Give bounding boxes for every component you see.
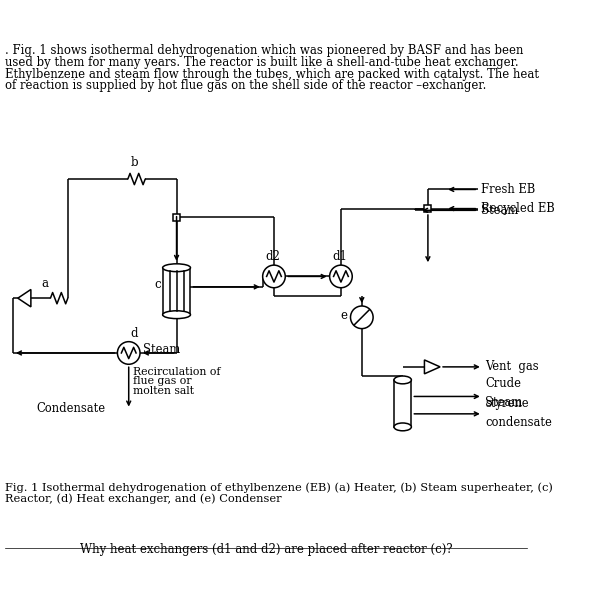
Text: Fig. 1 Isothermal dehydrogenation of ethylbenzene (EB) (a) Heater, (b) Steam sup: Fig. 1 Isothermal dehydrogenation of eth… — [6, 482, 553, 493]
Text: Fresh EB: Fresh EB — [481, 183, 536, 196]
Ellipse shape — [163, 264, 190, 272]
Bar — [163, 267, 190, 315]
Text: Recycled EB: Recycled EB — [481, 202, 554, 215]
Text: . Fig. 1 shows isothermal dehydrogenation which was pioneered by BASF and has be: . Fig. 1 shows isothermal dehydrogenatio… — [6, 44, 524, 57]
Text: Reactor, (d) Heat exchanger, and (e) Condenser: Reactor, (d) Heat exchanger, and (e) Con… — [6, 494, 282, 504]
Bar — [394, 380, 411, 427]
Text: a: a — [42, 277, 49, 290]
Text: Steam: Steam — [143, 343, 180, 356]
Text: condensate: condensate — [485, 416, 552, 428]
Circle shape — [351, 306, 373, 329]
Bar — [173, 214, 180, 221]
Text: Recirculation of: Recirculation of — [133, 367, 220, 377]
Text: of reaction is supplied by hot flue gas on the shell side of the reactor –exchan: of reaction is supplied by hot flue gas … — [6, 80, 487, 92]
Ellipse shape — [394, 376, 411, 384]
Polygon shape — [18, 289, 31, 307]
Text: used by them for many years. The reactor is built like a shell-and-tube heat exc: used by them for many years. The reactor… — [6, 56, 519, 69]
Text: molten salt: molten salt — [133, 386, 194, 396]
Text: Steam: Steam — [481, 204, 518, 217]
Text: Why heat exchangers (d1 and d2) are placed after reactor (c)?: Why heat exchangers (d1 and d2) are plac… — [80, 543, 452, 556]
Ellipse shape — [163, 311, 190, 319]
Text: flue gas or: flue gas or — [133, 376, 192, 386]
Text: styrene: styrene — [485, 397, 529, 410]
Circle shape — [263, 265, 285, 288]
Text: d: d — [130, 327, 138, 340]
Text: e: e — [340, 309, 347, 322]
Circle shape — [330, 265, 353, 288]
Text: Crude: Crude — [485, 378, 521, 390]
Bar — [425, 205, 431, 212]
Text: d2: d2 — [266, 250, 280, 263]
Ellipse shape — [394, 423, 411, 431]
Text: b: b — [131, 155, 139, 168]
Text: Vent  gas: Vent gas — [485, 360, 539, 373]
Polygon shape — [425, 360, 440, 374]
Text: Condensate: Condensate — [37, 401, 106, 415]
Circle shape — [118, 341, 140, 364]
Text: c: c — [154, 278, 161, 291]
Text: d1: d1 — [333, 250, 348, 263]
Text: Steam: Steam — [485, 395, 523, 409]
Text: Ethylbenzene and steam flow through the tubes, which are packed with catalyst. T: Ethylbenzene and steam flow through the … — [6, 68, 539, 81]
